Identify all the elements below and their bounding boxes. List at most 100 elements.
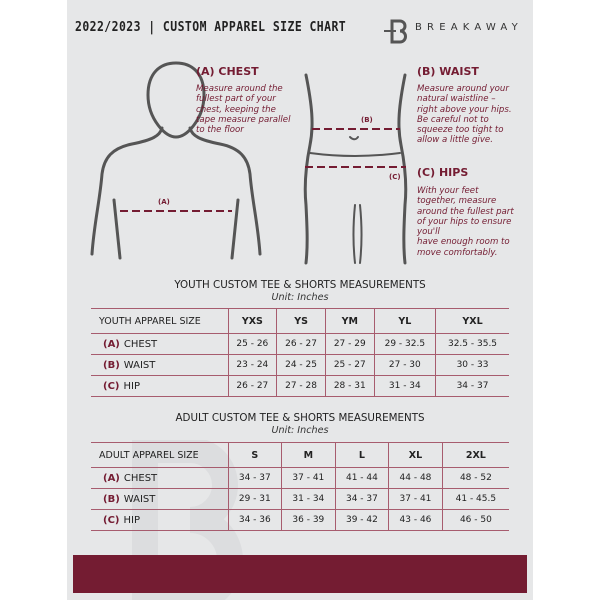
table-header-row: YOUTH APPAREL SIZE YXS YS YM YL YXL <box>91 308 509 334</box>
measurement-letter: (B) <box>103 493 120 505</box>
hips-heading: (C) HIPS <box>417 166 469 179</box>
text-line: chest, keeping the <box>196 104 276 115</box>
table-row: (C) HIP 26 - 27 27 - 28 28 - 31 31 - 34 34 - 3… <box>91 375 509 397</box>
size-column-header: YXS <box>227 308 277 334</box>
breakaway-logo-icon <box>384 19 407 44</box>
measurement-name: WAIST <box>123 359 156 371</box>
text-line: Be careful not to <box>417 114 489 125</box>
text-line: move comfortably. <box>417 247 498 258</box>
table-cell: 43 - 46 <box>388 509 443 531</box>
table-cell: 29 - 31 <box>227 488 282 510</box>
text-line: have enough room to <box>417 237 510 248</box>
measurement-label: (A) CHEST <box>91 467 228 489</box>
text-line: tape measure parallel <box>196 114 291 125</box>
table-row: (B) WAIST 29 - 31 31 - 34 34 - 37 37 - 41 41 -… <box>91 488 509 510</box>
table-cell: 31 - 34 <box>281 488 336 510</box>
table-cell: 37 - 41 <box>281 467 336 489</box>
table-cell: 39 - 42 <box>334 509 389 531</box>
table-row: (C) HIP 34 - 36 36 - 39 39 - 42 43 - 46 46 - 5… <box>91 509 509 531</box>
waist-heading: (B) WAIST <box>417 65 479 78</box>
table-row: (B) WAIST 23 - 24 24 - 25 25 - 27 27 - 30 30 -… <box>91 354 509 376</box>
table-cell: 25 - 26 <box>227 333 277 355</box>
waist-marker: (B) <box>361 116 373 124</box>
table-cell: 24 - 25 <box>276 354 326 376</box>
brand-name: BREAKAWAY <box>415 22 523 33</box>
youth-table-unit: Unit: Inches <box>271 292 329 303</box>
size-header-label: ADULT APPAREL SIZE <box>91 442 228 468</box>
table-cell: 37 - 41 <box>388 488 443 510</box>
measurement-name: CHEST <box>123 472 158 484</box>
table-cell: 27 - 30 <box>373 354 436 376</box>
table-cell: 23 - 24 <box>227 354 277 376</box>
chest-description: Measure around the fullest part of your ch… <box>196 84 290 135</box>
text-line: right above your hips. <box>417 104 512 115</box>
hips-description: With your feet together, measure around th… <box>417 186 514 258</box>
body-illustration <box>90 61 408 265</box>
text-line: allow a little give. <box>417 135 493 146</box>
table-cell: 41 - 44 <box>334 467 389 489</box>
table-cell: 36 - 39 <box>281 509 336 531</box>
youth-table-title: YOUTH CUSTOM TEE & SHORTS MEASUREMENTS <box>174 279 426 291</box>
table-cell: 41 - 45.5 <box>441 488 509 510</box>
chest-heading: (A) CHEST <box>196 65 259 78</box>
measurement-letter: (C) <box>103 380 120 392</box>
adult-table-title: ADULT CUSTOM TEE & SHORTS MEASUREMENTS <box>175 412 425 424</box>
text-line: Measure around your <box>417 84 509 94</box>
adult-size-table: ADULT APPAREL SIZE S M L XL 2XL (A) CHEST 34 - 3… <box>91 442 509 531</box>
measurement-label: (B) WAIST <box>91 354 228 376</box>
table-cell: 30 - 33 <box>435 354 509 376</box>
table-cell: 32.5 - 35.5 <box>435 333 509 355</box>
text-line: With your feet <box>417 186 479 196</box>
measurement-label: (A) CHEST <box>91 333 228 355</box>
table-cell: 46 - 50 <box>441 509 509 531</box>
table-cell: 27 - 29 <box>324 333 375 355</box>
size-column-header: 2XL <box>441 442 509 468</box>
text-line: of your hips to ensure <box>417 216 512 227</box>
footer-band <box>73 555 527 593</box>
table-cell: 44 - 48 <box>388 467 443 489</box>
text-line: around the fullest part <box>417 206 514 217</box>
chest-marker: (A) <box>158 198 170 206</box>
text-line: squeeze too tight to <box>417 125 504 136</box>
table-cell: 29 - 32.5 <box>373 333 436 355</box>
size-column-header: YL <box>373 308 436 334</box>
waist-description: Measure around your natural waistline – ri… <box>417 84 512 146</box>
size-header-label: YOUTH APPAREL SIZE <box>91 308 228 334</box>
text-line: you'll <box>417 227 440 238</box>
table-cell: 27 - 28 <box>276 375 326 397</box>
adult-table-unit: Unit: Inches <box>271 425 329 436</box>
table-header-row: ADULT APPAREL SIZE S M L XL 2XL <box>91 442 509 468</box>
measurement-letter: (B) <box>103 359 120 371</box>
measurement-label: (C) HIP <box>91 375 228 397</box>
measurement-name: WAIST <box>123 493 156 505</box>
table-cell: 34 - 37 <box>227 467 282 489</box>
size-column-header: L <box>334 442 389 468</box>
size-column-header: M <box>281 442 336 468</box>
table-cell: 34 - 37 <box>334 488 389 510</box>
text-line: natural waistline – <box>417 94 496 105</box>
measurement-label: (C) HIP <box>91 509 228 531</box>
text-line: to the floor <box>196 125 244 136</box>
table-cell: 26 - 27 <box>276 333 326 355</box>
text-line: fullest part of your <box>196 94 276 105</box>
table-cell: 28 - 31 <box>324 375 375 397</box>
measurement-letter: (C) <box>103 514 120 526</box>
text-line: together, measure <box>417 196 497 207</box>
measurement-name: CHEST <box>123 338 158 350</box>
table-cell: 48 - 52 <box>441 467 509 489</box>
table-row: (A) CHEST 34 - 37 37 - 41 41 - 44 44 - 48 48 -… <box>91 467 509 489</box>
measurement-name: HIP <box>123 514 140 526</box>
measurement-letter: (A) <box>103 472 120 484</box>
youth-size-table: YOUTH APPAREL SIZE YXS YS YM YL YXL (A) CHEST 25… <box>91 308 509 397</box>
table-cell: 25 - 27 <box>324 354 375 376</box>
table-cell: 26 - 27 <box>227 375 277 397</box>
text-line: Measure around the <box>196 84 283 94</box>
measurement-letter: (A) <box>103 338 120 350</box>
size-column-header: YXL <box>435 308 509 334</box>
measurement-label: (B) WAIST <box>91 488 228 510</box>
size-column-header: XL <box>388 442 443 468</box>
page-title: 2022/2023 | CUSTOM APPAREL SIZE CHART <box>75 20 347 35</box>
size-column-header: YS <box>276 308 326 334</box>
table-cell: 31 - 34 <box>373 375 436 397</box>
size-column-header: YM <box>324 308 375 334</box>
